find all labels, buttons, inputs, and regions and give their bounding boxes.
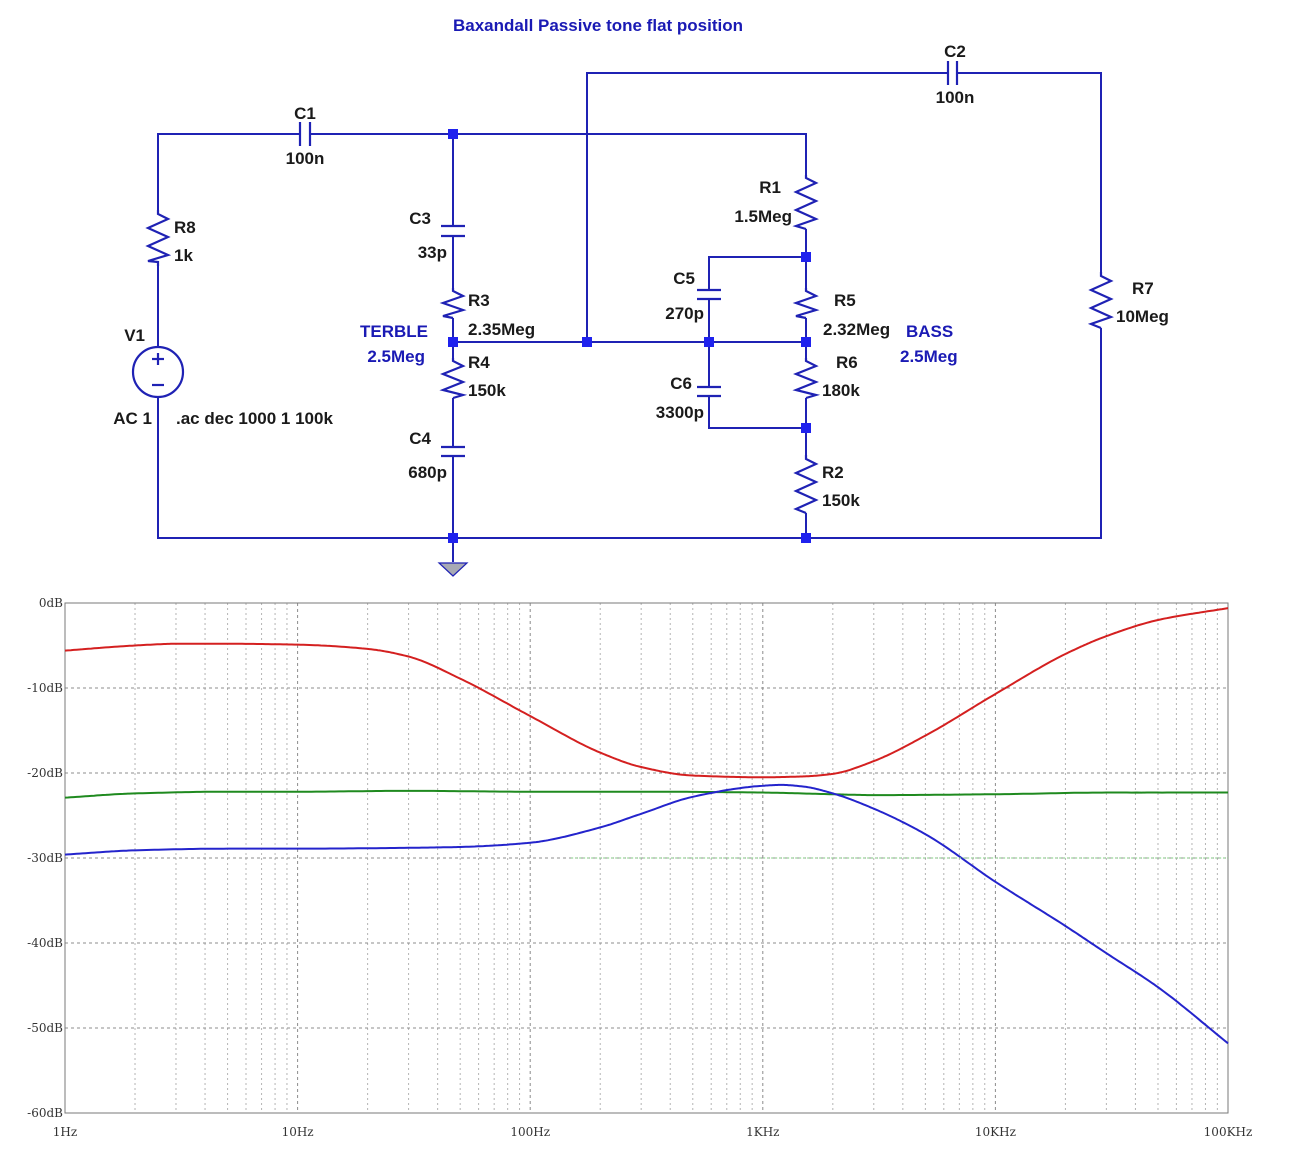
r6-value: 180k xyxy=(822,381,860,400)
r4-value: 150k xyxy=(468,381,506,400)
resistor-r4 xyxy=(439,358,468,400)
capacitor-c6 xyxy=(697,383,721,401)
y-tick-label: -60dB xyxy=(27,1106,63,1120)
bass-pot-value: 2.5Meg xyxy=(900,347,958,366)
c5-value: 270p xyxy=(665,304,704,323)
r1-value: 1.5Meg xyxy=(734,207,792,226)
x-tick-label: 10Hz xyxy=(282,1125,314,1139)
y-tick-label: -50dB xyxy=(27,1021,63,1035)
resistor-r7 xyxy=(1087,272,1114,330)
r6-name: R6 xyxy=(836,353,858,372)
c5-name: C5 xyxy=(673,269,695,288)
resistor-r2 xyxy=(793,455,819,515)
capacitor-c1 xyxy=(296,122,314,146)
r3-value: 2.35Meg xyxy=(468,320,535,339)
resistor-r1 xyxy=(792,175,819,231)
r2-name: R2 xyxy=(822,463,844,482)
treble-pot-name: TERBLE xyxy=(360,322,428,341)
bass-pot-name: BASS xyxy=(906,322,953,341)
voltage-source-v1 xyxy=(131,345,185,399)
capacitor-c2 xyxy=(944,61,961,85)
r8-name: R8 xyxy=(174,218,196,237)
resistor-r6 xyxy=(792,358,821,400)
trace-green xyxy=(64,789,1228,799)
capacitor-c3 xyxy=(441,222,465,241)
c6-name: C6 xyxy=(670,374,692,393)
capacitor-c5 xyxy=(697,286,721,304)
c1-value: 100n xyxy=(286,149,325,168)
plot-traces xyxy=(64,607,1229,1045)
x-tick-label: 100KHz xyxy=(1204,1125,1253,1139)
x-tick-label: 1KHz xyxy=(746,1125,779,1139)
c3-value: 33p xyxy=(418,243,447,262)
trace-blue xyxy=(64,783,1229,1045)
resistor-r3 xyxy=(439,288,467,320)
v1-value: AC 1 xyxy=(113,409,152,428)
r3-name: R3 xyxy=(468,291,490,310)
r7-value: 10Meg xyxy=(1116,307,1169,326)
ac-directive: .ac dec 1000 1 100k xyxy=(176,409,333,428)
c4-name: C4 xyxy=(409,429,431,448)
plot-grid xyxy=(65,603,1228,1113)
y-tick-label: -40dB xyxy=(27,936,63,950)
r5-name: R5 xyxy=(834,291,856,310)
x-tick-label: 10KHz xyxy=(975,1125,1016,1139)
treble-pot-value: 2.5Meg xyxy=(367,347,425,366)
resistor-r5 xyxy=(792,288,820,320)
y-tick-label: -20dB xyxy=(27,766,63,780)
c6-value: 3300p xyxy=(656,403,704,422)
c2-value: 100n xyxy=(936,88,975,107)
schematic-title: Baxandall Passive tone flat position xyxy=(453,16,743,35)
r2-value: 150k xyxy=(822,491,860,510)
resistor-r8 xyxy=(145,210,172,266)
c1-name: C1 xyxy=(294,104,316,123)
trace-red xyxy=(64,607,1229,779)
c3-name: C3 xyxy=(409,209,431,228)
r7-name: R7 xyxy=(1132,279,1154,298)
y-tick-label: -30dB xyxy=(27,851,63,865)
y-tick-label: -10dB xyxy=(27,681,63,695)
frequency-response-plot: 0dB -10dB -20dB -30dB -40dB -50dB -60dB 1Hz 10H… xyxy=(27,596,1252,1139)
ground-icon xyxy=(437,562,469,577)
y-axis-ticks: 0dB -10dB -20dB -30dB -40dB -50dB -60dB xyxy=(27,596,63,1120)
y-tick-label: 0dB xyxy=(39,596,63,610)
c4-value: 680p xyxy=(408,463,447,482)
capacitor-c4 xyxy=(441,442,465,461)
c2-name: C2 xyxy=(944,42,966,61)
schematic: Baxandall Passive tone flat position xyxy=(113,16,1169,577)
r8-value: 1k xyxy=(174,246,193,265)
junction-nodes xyxy=(448,129,811,543)
x-axis-ticks: 1Hz 10Hz 100Hz 1KHz 10KHz 100KHz xyxy=(53,1125,1253,1139)
x-tick-label: 100Hz xyxy=(510,1125,550,1139)
x-tick-label: 1Hz xyxy=(53,1125,77,1139)
v1-name: V1 xyxy=(124,326,145,345)
wires xyxy=(157,72,1102,562)
r4-name: R4 xyxy=(468,353,490,372)
r1-name: R1 xyxy=(759,178,781,197)
r5-value: 2.32Meg xyxy=(823,320,890,339)
